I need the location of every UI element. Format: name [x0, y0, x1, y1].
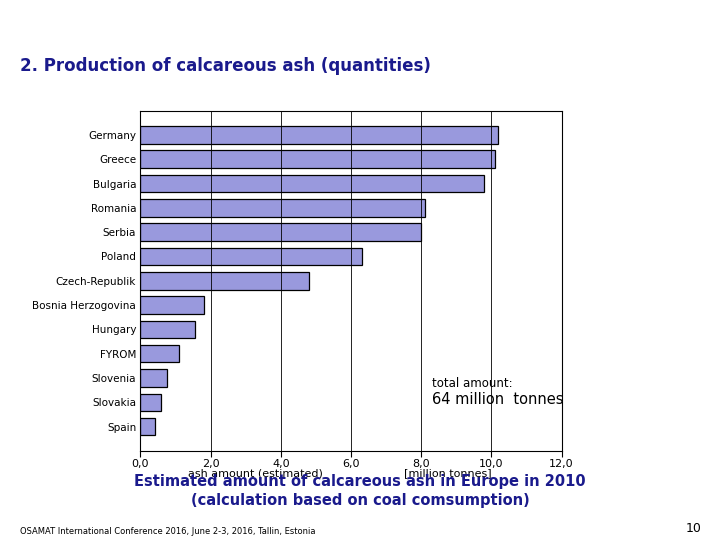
Text: (calculation based on coal comsumption): (calculation based on coal comsumption)	[191, 492, 529, 508]
Text: 2. Production of calcareous ash (quantities): 2. Production of calcareous ash (quantit…	[20, 57, 431, 75]
Bar	[140, 248, 361, 265]
Bar	[140, 151, 495, 168]
Bar	[140, 418, 155, 435]
Bar	[140, 175, 485, 192]
Bar	[140, 369, 167, 387]
Text: 64 million  tonnes: 64 million tonnes	[432, 392, 563, 407]
Text: [million tonnes]: [million tonnes]	[404, 468, 492, 478]
Text: Estimated amount of calcareous ash in Europe in 2010: Estimated amount of calcareous ash in Eu…	[134, 474, 586, 489]
Bar	[140, 126, 498, 144]
Text: total amount:: total amount:	[432, 377, 513, 390]
Bar	[140, 296, 204, 314]
Bar	[140, 224, 421, 241]
Bar	[140, 394, 161, 411]
Text: ash amount (estimated): ash amount (estimated)	[188, 468, 323, 478]
Bar	[140, 272, 309, 289]
Bar	[140, 321, 195, 338]
Text: 10: 10	[686, 522, 702, 535]
Bar	[140, 199, 425, 217]
Bar	[140, 345, 179, 362]
Text: OSAMAT International Conference 2016, June 2-3, 2016, Tallin, Estonia: OSAMAT International Conference 2016, Ju…	[20, 526, 315, 536]
